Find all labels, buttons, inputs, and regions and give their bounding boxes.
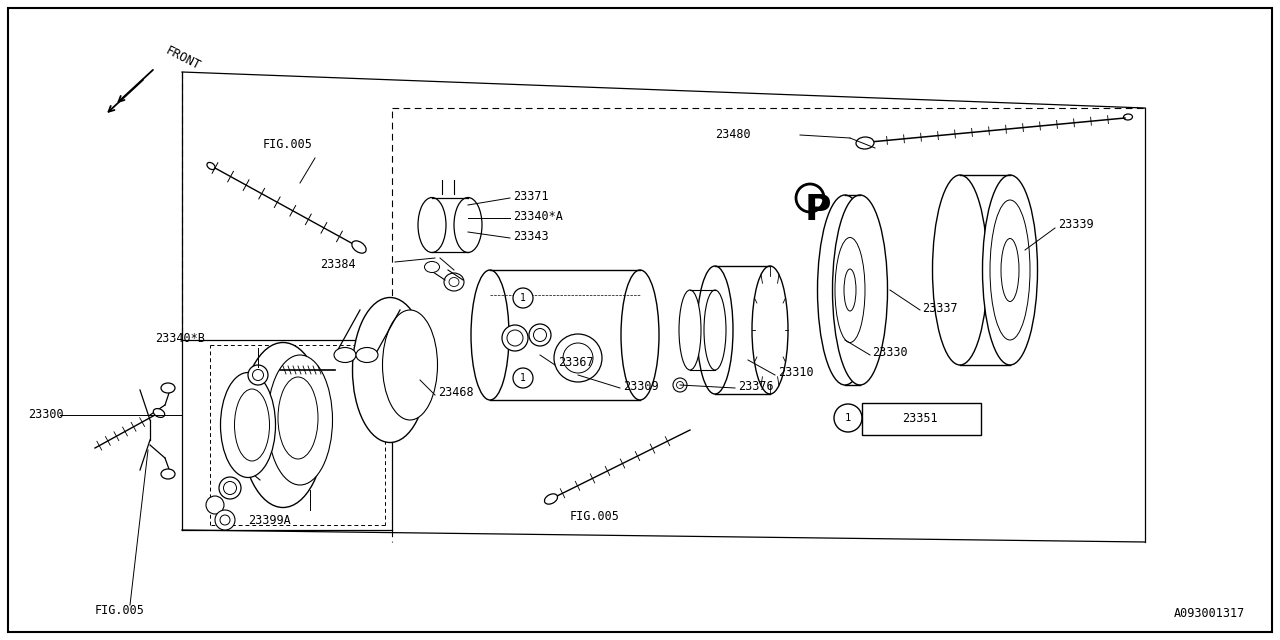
Ellipse shape [704, 290, 726, 370]
Text: 23480: 23480 [716, 129, 750, 141]
Text: 23337: 23337 [922, 301, 957, 314]
Ellipse shape [248, 365, 268, 385]
Ellipse shape [513, 368, 532, 388]
Ellipse shape [219, 477, 241, 499]
Text: 23351: 23351 [902, 413, 938, 426]
Ellipse shape [241, 342, 325, 508]
Ellipse shape [818, 195, 873, 385]
Text: 23340*A: 23340*A [513, 209, 563, 223]
Text: 23339: 23339 [1059, 218, 1093, 232]
Text: FIG.005: FIG.005 [570, 511, 620, 524]
Text: 23376: 23376 [739, 380, 773, 392]
Ellipse shape [161, 383, 175, 393]
Ellipse shape [1001, 239, 1019, 301]
Ellipse shape [454, 198, 483, 253]
Ellipse shape [544, 494, 558, 504]
Ellipse shape [161, 469, 175, 479]
Text: 23310: 23310 [778, 367, 814, 380]
Ellipse shape [352, 241, 366, 253]
Text: 23340*B: 23340*B [155, 332, 205, 344]
Ellipse shape [933, 175, 987, 365]
Ellipse shape [215, 510, 236, 530]
Text: 1: 1 [520, 373, 526, 383]
Ellipse shape [796, 184, 824, 212]
Text: 23300: 23300 [28, 408, 64, 422]
Ellipse shape [268, 355, 333, 485]
Ellipse shape [673, 378, 687, 392]
Ellipse shape [844, 269, 856, 311]
Ellipse shape [502, 325, 529, 351]
Text: 23384: 23384 [320, 259, 356, 271]
Ellipse shape [534, 328, 547, 342]
Text: FIG.005: FIG.005 [95, 604, 145, 616]
Ellipse shape [554, 334, 602, 382]
Ellipse shape [334, 348, 356, 362]
Ellipse shape [989, 200, 1030, 340]
Text: P: P [805, 193, 832, 227]
Ellipse shape [983, 175, 1038, 365]
Text: 23343: 23343 [513, 230, 549, 243]
Ellipse shape [220, 372, 275, 477]
Circle shape [835, 404, 861, 432]
Text: 23371: 23371 [513, 189, 549, 202]
Ellipse shape [419, 198, 445, 253]
Ellipse shape [278, 377, 317, 459]
Ellipse shape [563, 343, 593, 373]
Ellipse shape [449, 278, 460, 287]
Ellipse shape [352, 298, 428, 442]
Text: 23309: 23309 [623, 380, 659, 392]
Ellipse shape [621, 270, 659, 400]
Text: 23399A: 23399A [248, 513, 291, 527]
Ellipse shape [753, 266, 788, 394]
Text: FIG.005: FIG.005 [262, 138, 312, 152]
Ellipse shape [154, 408, 165, 417]
Text: 23367: 23367 [558, 356, 594, 369]
Text: A093001317: A093001317 [1174, 607, 1245, 620]
Ellipse shape [678, 290, 701, 370]
Ellipse shape [677, 381, 684, 388]
Text: 23468: 23468 [438, 387, 474, 399]
Ellipse shape [383, 310, 438, 420]
Text: FRONT: FRONT [163, 44, 202, 72]
Ellipse shape [206, 496, 224, 514]
Ellipse shape [425, 262, 439, 273]
Text: 1: 1 [520, 293, 526, 303]
Ellipse shape [356, 348, 378, 362]
Ellipse shape [471, 270, 509, 400]
Ellipse shape [234, 389, 270, 461]
Ellipse shape [513, 288, 532, 308]
Ellipse shape [856, 137, 874, 149]
Ellipse shape [220, 515, 230, 525]
Text: 1: 1 [845, 413, 851, 423]
Ellipse shape [529, 324, 550, 346]
Ellipse shape [835, 237, 865, 342]
Ellipse shape [832, 195, 887, 385]
Ellipse shape [698, 266, 733, 394]
Text: 23330: 23330 [872, 346, 908, 360]
Ellipse shape [507, 330, 524, 346]
Ellipse shape [252, 369, 264, 381]
FancyBboxPatch shape [861, 403, 980, 435]
Ellipse shape [444, 273, 465, 291]
Ellipse shape [224, 481, 237, 495]
